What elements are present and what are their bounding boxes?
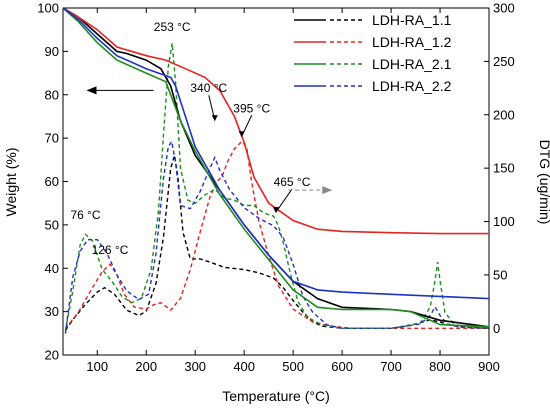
y-right-tick-label: 200 (493, 107, 515, 122)
y-left-tick-label: 50 (45, 217, 59, 232)
annotation-arrowhead (273, 207, 279, 214)
weight-line-ldh-ra-1-2 (63, 8, 489, 235)
annotation-label: 76 °C (70, 208, 100, 222)
annotation-label: 253 °C (154, 20, 191, 34)
y-right-tick-label: 250 (493, 54, 515, 69)
legend-label: LDH-RA_2.2 (372, 78, 452, 94)
x-tick-label: 900 (478, 359, 500, 374)
series-layer (63, 8, 489, 334)
y-right-tick-label: 50 (493, 267, 507, 282)
y-axis-right-title: DTG (ug/min) (537, 140, 550, 225)
x-tick-label: 500 (282, 359, 304, 374)
legend-label: LDH-RA_1.2 (372, 34, 452, 50)
annotation-arrowhead (238, 131, 245, 138)
legend-label: LDH-RA_1.1 (372, 12, 452, 28)
x-tick-label: 200 (135, 359, 157, 374)
y-left-tick-label: 60 (45, 174, 59, 189)
y-right-tick-label: 100 (493, 214, 515, 229)
y-left-tick-label: 20 (45, 348, 59, 363)
legend: LDH-RA_1.1 LDH-RA_1.2 LDH-RA_2.1 LDH-RA_2.2 (294, 12, 452, 94)
y-right-tick-label: 300 (493, 1, 515, 16)
x-tick-label: 100 (86, 359, 108, 374)
dtg-line-ldh-ra-2-1 (64, 43, 489, 331)
y-left-tick-label: 80 (45, 87, 59, 102)
ticks-layer: 100 200 300 400 500 600 700 800 9002030405060708… (37, 1, 514, 375)
y-right-tick-label: 0 (493, 321, 500, 336)
dtg-line-ldh-ra-2-2 (64, 139, 489, 334)
weight-line-ldh-ra-2-2 (63, 8, 489, 300)
annotations-layer: 76 °C 126 °C 253 °C 340 °C 395 °C 465 °C (70, 20, 333, 257)
y-left-tick-label: 70 (45, 131, 59, 146)
plot-area (62, 7, 490, 356)
x-tick-label: 800 (429, 359, 451, 374)
annotation-label: 126 °C (92, 243, 129, 257)
annotation-label: 395 °C (233, 101, 270, 115)
x-tick-label: 400 (233, 359, 255, 374)
weight-line-ldh-ra-2-1 (63, 8, 489, 328)
y-left-tick-label: 100 (37, 1, 59, 16)
annotation-label: 465 °C (274, 175, 311, 189)
y-left-tick-label: 30 (45, 304, 59, 319)
annotation-arrow (275, 188, 293, 213)
legend-label: LDH-RA_2.1 (372, 56, 452, 72)
dtg-line-ldh-ra-1-2 (64, 140, 489, 329)
annotation-arrowhead (211, 115, 218, 122)
y-right-tick-label: 150 (493, 161, 515, 176)
annotation-label: 340 °C (190, 81, 227, 95)
x-tick-label: 700 (380, 359, 402, 374)
x-tick-label: 300 (184, 359, 206, 374)
y-left-tick-label: 40 (45, 261, 59, 276)
x-tick-label: 600 (331, 359, 353, 374)
arrow-to-left-axis-head (86, 86, 97, 95)
arrow-to-right-axis-head (322, 186, 333, 195)
y-axis-left-title: Weight (%) (3, 148, 19, 217)
x-axis-title: Temperature (°C) (222, 388, 330, 404)
y-left-tick-label: 90 (45, 44, 59, 59)
